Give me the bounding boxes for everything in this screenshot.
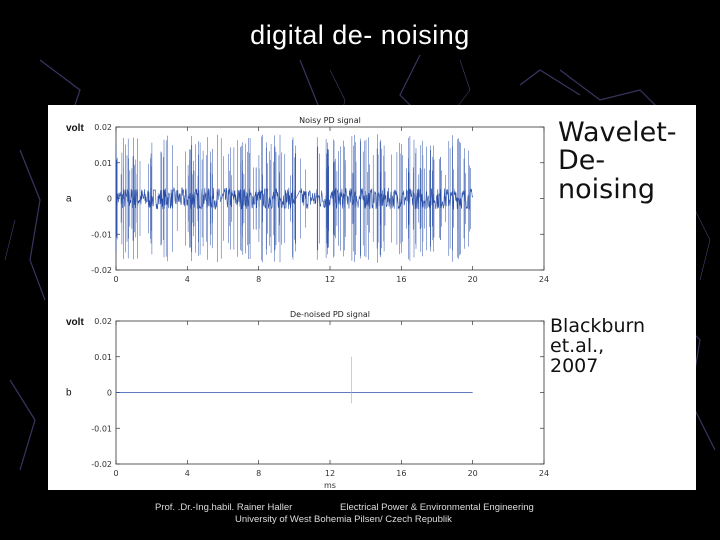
annotation-reference: Blackburn et.al., 2007: [550, 315, 695, 377]
x-tick-label: 0: [113, 275, 118, 284]
x-tick-label: 4: [185, 275, 190, 284]
y-tick-label: 0: [107, 389, 112, 398]
y-axis-label-a: volt: [66, 123, 84, 134]
y-tick-label: 0.02: [94, 317, 112, 326]
x-tick-label: 12: [325, 275, 335, 284]
x-tick-label: 24: [539, 275, 549, 284]
y-tick-label: -0.02: [91, 460, 112, 469]
x-tick-label: 12: [325, 469, 335, 478]
x-axis-label-b: ms: [324, 481, 336, 490]
x-tick-label: 4: [185, 469, 190, 478]
noisy-signal-spikes: [115, 134, 471, 263]
x-tick-label: 16: [396, 469, 406, 478]
panel-label-b: b: [66, 388, 72, 399]
y-tick-label: 0.01: [94, 353, 112, 362]
figure-panel: Noisy PD signal volt a 0.02 0.01 0 -0.01 -0.02 0…: [48, 105, 696, 490]
y-tick-label: -0.01: [91, 230, 112, 239]
footer-author: Prof. .Dr.-Ing.habil. Rainer Haller: [155, 502, 293, 513]
y-tick-label: 0.02: [94, 123, 112, 132]
annotation-wavelet: Wavelet- De-noising: [558, 117, 693, 205]
annotation-wavelet-line2: De-noising: [558, 145, 655, 205]
y-tick-label: -0.01: [91, 424, 112, 433]
y-axis-label-b: volt: [66, 317, 84, 328]
annotation-reference-line2: 2007: [550, 354, 599, 377]
footer-university: University of West Bohemia Pilsen/ Czech…: [235, 514, 452, 525]
x-tick-label: 16: [396, 275, 406, 284]
annotation-reference-line1: Blackburn et.al.,: [550, 315, 646, 357]
chart-title-b: De-noised PD signal: [290, 310, 370, 319]
y-tick-label: 0.01: [94, 159, 112, 168]
x-tick-label: 20: [468, 275, 478, 284]
x-tick-label: 8: [256, 275, 261, 284]
y-tick-label: -0.02: [91, 266, 112, 275]
chart-area: Noisy PD signalvolta0.020.010-0.01-0.020…: [66, 116, 549, 490]
footer-department: Electrical Power & Environmental Enginee…: [340, 502, 534, 513]
slide-title: digital de- noising: [250, 20, 470, 50]
annotation-wavelet-line1: Wavelet-: [558, 117, 677, 148]
chart-title-a: Noisy PD signal: [299, 116, 361, 125]
x-tick-label: 24: [539, 469, 549, 478]
x-tick-label: 8: [256, 469, 261, 478]
x-tick-label: 0: [113, 469, 118, 478]
y-tick-label: 0: [107, 195, 112, 204]
panel-label-a: a: [66, 194, 72, 205]
x-tick-label: 20: [468, 469, 478, 478]
